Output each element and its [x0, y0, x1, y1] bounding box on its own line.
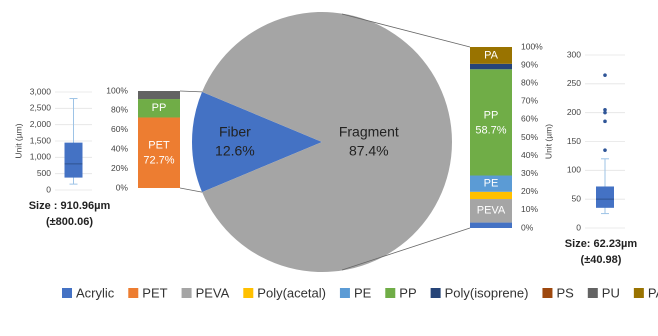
y-tick-label: 0% — [116, 182, 129, 192]
y-tick-label: 2,500 — [30, 103, 52, 113]
pie-value-label: 12.6% — [215, 143, 255, 159]
caption: (±800.06) — [46, 216, 93, 228]
segment-value-label: 58.7% — [475, 124, 506, 136]
y-tick-label: 60% — [521, 114, 538, 124]
y-tick-label: 40% — [111, 143, 128, 153]
pie-value-label: 87.4% — [349, 143, 389, 159]
y-tick-label: 20% — [521, 186, 538, 196]
y-tick-label: 0 — [46, 184, 51, 194]
y-tick-label: 300 — [567, 49, 581, 59]
segment-label: PEVA — [477, 205, 506, 217]
legend-label: PP — [399, 285, 416, 300]
y-tick-label: 0% — [521, 222, 534, 232]
connector — [179, 90, 203, 93]
bar-segment — [138, 117, 180, 188]
bar-segment — [470, 69, 512, 176]
pie-slice — [202, 12, 452, 273]
y-tick-label: 3,000 — [30, 86, 52, 96]
bar-segment — [470, 222, 512, 228]
y-tick-label: 20% — [111, 163, 128, 173]
y-tick-label: 200 — [567, 107, 581, 117]
bar-segment — [470, 199, 512, 223]
y-tick-label: 100% — [106, 85, 128, 95]
bar-segment — [470, 191, 512, 200]
y-tick-label: 80% — [111, 105, 128, 115]
box — [64, 142, 83, 178]
legend-swatch — [430, 288, 441, 298]
segment-label: PP — [152, 102, 167, 114]
outlier — [603, 107, 607, 112]
segment-label: PET — [148, 140, 170, 152]
legend-label: PE — [354, 285, 372, 300]
pie-label: Fiber — [219, 124, 251, 140]
legend-swatch — [181, 288, 192, 298]
y-tick-label: 100% — [521, 41, 543, 51]
legend-swatch — [587, 288, 598, 298]
legend-label: Poly(isoprene) — [445, 285, 529, 300]
legend-label: Acrylic — [76, 285, 115, 300]
y-tick-label: 1,500 — [30, 135, 52, 145]
pie-slice — [192, 91, 322, 193]
y-tick-label: 80% — [521, 77, 538, 87]
box — [596, 186, 614, 208]
y-tick-label: 40% — [521, 150, 538, 160]
y-tick-label: 10% — [521, 204, 538, 214]
connector — [341, 13, 471, 48]
y-tick-label: 50 — [572, 193, 582, 203]
y-tick-label: 60% — [111, 124, 128, 134]
outlier — [603, 119, 607, 124]
legend-swatch — [128, 288, 139, 298]
y-tick-label: 150 — [567, 136, 581, 146]
bar-segment — [470, 175, 512, 192]
y-axis-label: Unit (µm) — [13, 123, 23, 158]
y-tick-label: 50% — [521, 132, 538, 142]
y-tick-label: 100 — [567, 165, 581, 175]
legend-label: PU — [602, 285, 620, 300]
bar-segment — [138, 99, 180, 118]
y-tick-label: 0 — [576, 222, 581, 232]
outlier — [603, 110, 607, 115]
y-tick-label: 70% — [521, 96, 538, 106]
legend-swatch — [339, 288, 350, 298]
connector — [341, 227, 471, 271]
pie-label: Fragment — [339, 124, 399, 140]
y-tick-label: 250 — [567, 78, 581, 88]
caption: Size : 910.96µm — [29, 200, 111, 212]
y-tick-label: 30% — [521, 168, 538, 178]
legend-label: PET — [142, 285, 167, 300]
legend-label: PEVA — [196, 285, 230, 300]
legend-swatch — [243, 288, 254, 298]
bar-segment — [470, 63, 512, 70]
legend-label: PA — [648, 285, 658, 300]
y-tick-label: 2,000 — [30, 119, 52, 129]
y-tick-label: 1,000 — [30, 152, 52, 162]
connector — [179, 187, 203, 193]
segment-label: PA — [484, 49, 499, 61]
caption: Size: 62.23µm — [565, 238, 638, 250]
legend-swatch — [385, 288, 396, 298]
y-tick-label: 90% — [521, 59, 538, 69]
y-tick-label: 500 — [37, 168, 51, 178]
legend-swatch — [633, 288, 644, 298]
segment-label: PE — [484, 178, 499, 190]
segment-value-label: 72.7% — [143, 155, 174, 167]
outlier — [603, 148, 607, 152]
legend-label: Poly(acetal) — [257, 285, 326, 300]
bar-segment — [470, 47, 512, 64]
outlier — [603, 73, 607, 77]
legend-swatch — [542, 288, 553, 298]
y-axis-label: Unit (µm) — [543, 124, 553, 159]
legend-swatch — [62, 288, 72, 298]
caption: (±40.98) — [581, 254, 622, 266]
segment-label: PP — [484, 109, 499, 121]
bar-segment — [138, 91, 180, 100]
legend-label: PS — [556, 285, 574, 300]
